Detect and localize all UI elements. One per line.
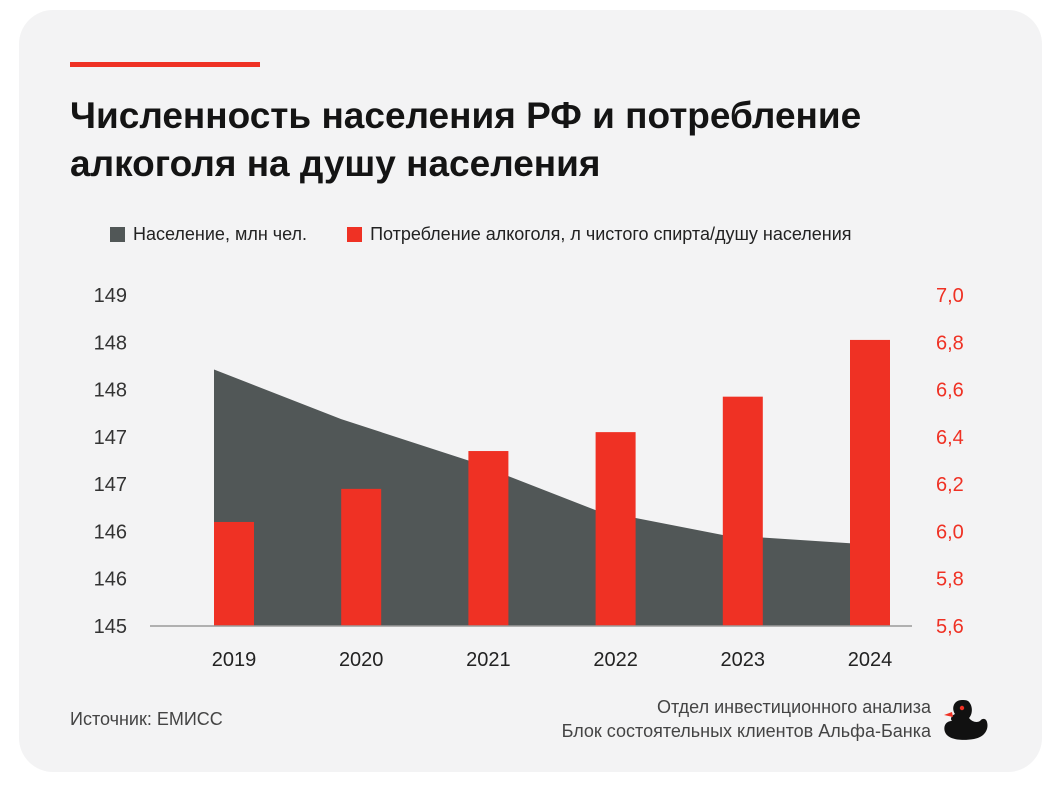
- accent-bar: [70, 62, 260, 67]
- left-axis-tick-label: 148: [94, 332, 127, 354]
- x-axis-tick-label: 2024: [848, 649, 893, 671]
- legend-swatch-alcohol: [347, 227, 363, 242]
- duck-logo-icon: [944, 700, 988, 740]
- credits-line-2: Блок состоятельных клиентов Альфа-Банка: [561, 721, 931, 741]
- legend-item-population: Население, млн чел.: [110, 224, 307, 245]
- x-axis-tick-label: 2019: [212, 649, 257, 671]
- right-axis-tick-label: 6,2: [936, 474, 964, 496]
- alcohol-bar: [850, 339, 890, 626]
- left-axis-tick-label: 145: [94, 616, 127, 638]
- left-axis-tick-label: 146: [94, 521, 127, 543]
- left-axis-tick-label: 147: [94, 474, 127, 496]
- right-axis-tick-label: 6,6: [936, 380, 964, 402]
- legend-label-population: Население, млн чел.: [133, 224, 308, 244]
- left-axis-tick-label: 146: [94, 569, 127, 591]
- x-axis-tick-label: 2020: [339, 649, 384, 671]
- alcohol-bar: [214, 521, 254, 626]
- credits-line-1: Отдел инвестиционного анализа: [657, 697, 931, 717]
- legend-label-alcohol: Потребление алкоголя, л чистого спирта/д…: [370, 224, 852, 244]
- alcohol-bar: [341, 488, 382, 626]
- left-axis-tick-label: 147: [94, 427, 127, 449]
- right-axis-tick-label: 5,8: [936, 569, 964, 591]
- left-axis-tick-label: 148: [94, 380, 127, 402]
- source-note: Источник: ЕМИСС: [70, 709, 223, 729]
- right-axis-tick-label: 7,0: [936, 285, 964, 307]
- legend: Население, млн чел. Потребление алкоголя…: [110, 224, 892, 245]
- right-axis-tick-label: 5,6: [936, 616, 964, 638]
- legend-swatch-population: [110, 227, 125, 242]
- right-axis-tick-label: 6,8: [936, 332, 964, 354]
- right-axis-tick-label: 6,4: [936, 427, 964, 449]
- x-axis-tick-label: 2021: [466, 649, 511, 671]
- alcohol-bar: [468, 451, 509, 626]
- legend-item-alcohol: Потребление алкоголя, л чистого спирта/д…: [347, 224, 852, 245]
- chart-title: Численность населения РФ и потребление а…: [70, 95, 862, 184]
- credits: Отдел инвестиционного анализа Блок состо…: [562, 695, 931, 743]
- alcohol-bar: [595, 432, 636, 626]
- left-axis-tick-label: 149: [94, 285, 127, 307]
- x-axis-tick-label: 2022: [593, 649, 638, 671]
- right-axis-tick-label: 6,0: [936, 521, 964, 543]
- alcohol-bar: [722, 396, 763, 626]
- x-axis-tick-label: 2023: [721, 649, 766, 671]
